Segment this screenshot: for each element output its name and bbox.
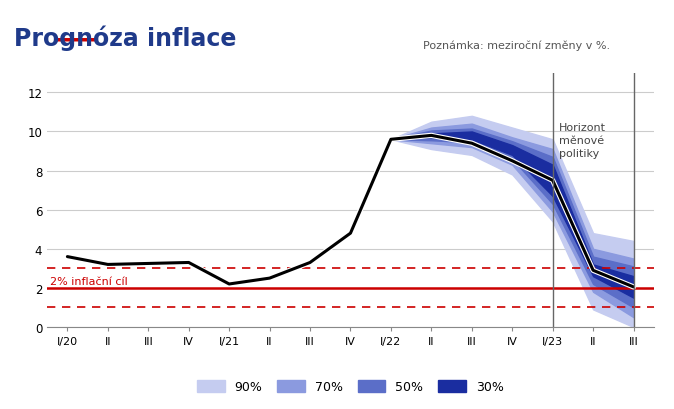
Text: Prognóza inflace: Prognóza inflace	[14, 25, 236, 51]
Text: Poznámka: meziroční změny v %.: Poznámka: meziroční změny v %.	[423, 40, 611, 51]
Text: 2% inflační cíl: 2% inflační cíl	[51, 277, 128, 287]
Legend: 90%, 70%, 50%, 30%: 90%, 70%, 50%, 30%	[193, 377, 508, 397]
Text: Horizont
měnové
politiky: Horizont měnové politiky	[559, 122, 606, 159]
